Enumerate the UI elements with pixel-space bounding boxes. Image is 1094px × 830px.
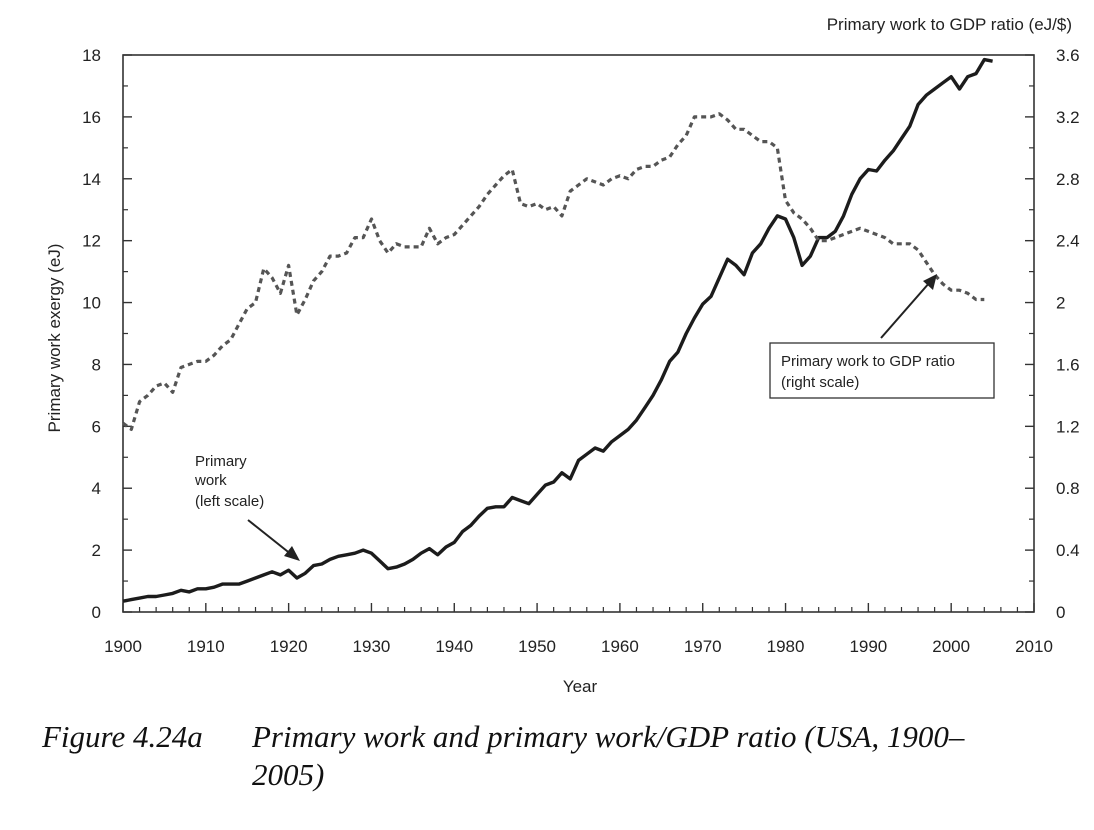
annotation-primary-work-arrow bbox=[247, 519, 293, 556]
annotation-ratio-line-2: (right scale) bbox=[781, 374, 859, 391]
left-tick-label: 10 bbox=[82, 294, 101, 313]
left-tick-label: 2 bbox=[92, 541, 101, 560]
left-tick-label: 18 bbox=[82, 46, 101, 65]
figure-caption: Figure 4.24a Primary work and primary wor… bbox=[42, 718, 1042, 794]
annotation-ratio: Primary work to GDP ratio (right scale) bbox=[769, 274, 995, 399]
right-tick-label: 2.4 bbox=[1056, 232, 1080, 251]
left-tick-label: 0 bbox=[92, 603, 101, 622]
annotation-ratio-box bbox=[769, 342, 995, 399]
right-tick-label: 0.8 bbox=[1056, 479, 1080, 498]
annotation-primary-work-line-3: (left scale) bbox=[195, 493, 264, 510]
series-line-primary-work bbox=[122, 57, 993, 603]
left-axis: 0 2 4 6 8 10 12 14 16 18 bbox=[82, 46, 132, 622]
left-tick-label: 4 bbox=[92, 479, 101, 498]
x-tick-label: 1950 bbox=[518, 637, 556, 656]
y-axis-label-right: Primary work to GDP ratio (eJ/$) bbox=[827, 15, 1072, 34]
x-tick-label: 1990 bbox=[849, 637, 887, 656]
x-tick-label: 1980 bbox=[767, 637, 805, 656]
x-tick-label: 1920 bbox=[270, 637, 308, 656]
x-tick-label: 1960 bbox=[601, 637, 639, 656]
x-tick-label: 1970 bbox=[684, 637, 722, 656]
x-axis-label: Year bbox=[563, 677, 598, 696]
figure-number: Figure 4.24a bbox=[42, 719, 203, 754]
series-layer bbox=[122, 57, 993, 603]
right-tick-label: 1.6 bbox=[1056, 355, 1080, 374]
x-tick-label: 1910 bbox=[187, 637, 225, 656]
annotation-primary-work: Primary work (left scale) bbox=[194, 453, 300, 561]
x-tick-label: 2000 bbox=[932, 637, 970, 656]
y-axis-label-left: Primary work exergy (eJ) bbox=[45, 244, 64, 433]
x-axis: 1900 1910 1920 1930 1940 1950 1960 1970 1980 1990… bbox=[104, 603, 1053, 656]
left-tick-label: 6 bbox=[92, 417, 101, 436]
left-tick-label: 8 bbox=[92, 355, 101, 374]
left-tick-label: 12 bbox=[82, 232, 101, 251]
left-tick-label: 16 bbox=[82, 108, 101, 127]
x-tick-label: 1940 bbox=[435, 637, 473, 656]
annotation-primary-work-line-2: work bbox=[194, 472, 227, 489]
x-tick-label: 1900 bbox=[104, 637, 142, 656]
right-tick-label: 3.2 bbox=[1056, 108, 1080, 127]
x-tick-label: 1930 bbox=[353, 637, 391, 656]
chart-canvas: 0 2 4 6 8 10 12 14 16 18 0 0.4 0.8 1.2 1.6 2 2.4 2.8 3.2 3… bbox=[45, 15, 1080, 696]
x-tick-label: 2010 bbox=[1015, 637, 1053, 656]
annotation-primary-work-line-1: Primary bbox=[195, 453, 247, 470]
annotation-ratio-arrowhead bbox=[923, 274, 937, 290]
figure-caption-text: Primary work and primary work/GDP ratio … bbox=[252, 719, 965, 792]
annotation-primary-work-arrowhead bbox=[284, 546, 300, 561]
left-tick-label: 14 bbox=[82, 170, 101, 189]
right-tick-label: 0.4 bbox=[1056, 541, 1080, 560]
annotation-ratio-arrow bbox=[880, 281, 931, 339]
right-tick-label: 3.6 bbox=[1056, 46, 1080, 65]
right-tick-label: 2.8 bbox=[1056, 170, 1080, 189]
right-tick-label: 0 bbox=[1056, 603, 1065, 622]
right-tick-label: 2 bbox=[1056, 294, 1065, 313]
right-axis: 0 0.4 0.8 1.2 1.6 2 2.4 2.8 3.2 3.6 bbox=[1025, 46, 1080, 622]
right-tick-label: 1.2 bbox=[1056, 417, 1080, 436]
annotation-ratio-line-1: Primary work to GDP ratio bbox=[781, 353, 955, 370]
series-line-ratio bbox=[122, 112, 985, 431]
